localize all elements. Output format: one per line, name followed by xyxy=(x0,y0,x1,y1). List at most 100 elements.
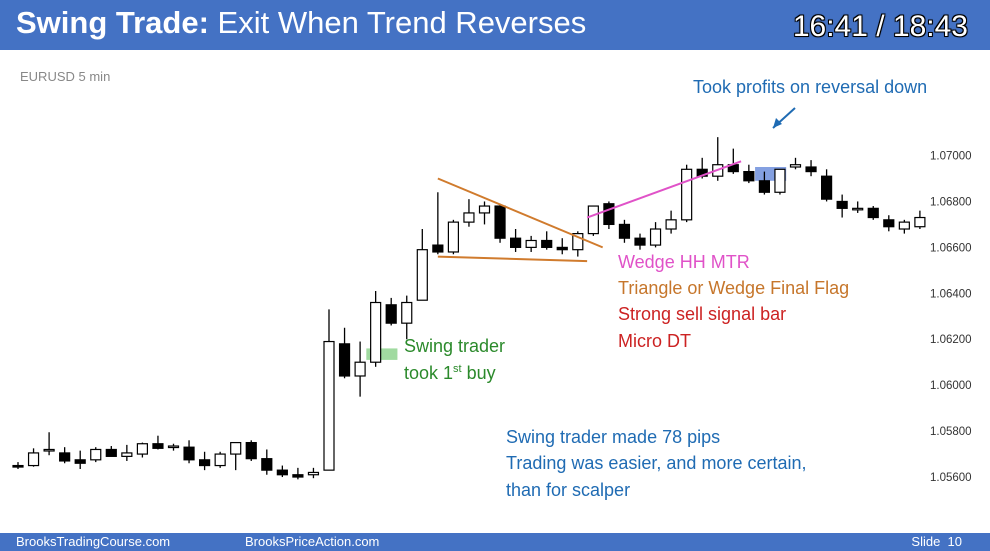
candle-body-bear xyxy=(276,469,288,476)
candle-body-bull xyxy=(90,448,102,461)
candle-body-bull xyxy=(370,301,382,363)
candle xyxy=(385,297,397,326)
candle-body-bull xyxy=(914,216,926,228)
candle-body-bear xyxy=(183,446,195,461)
candle-body-bear xyxy=(338,343,351,377)
candle-body-bull xyxy=(525,239,537,248)
candle-body-bull xyxy=(463,212,475,223)
candle-body-bull xyxy=(649,228,662,246)
candle-body-bear xyxy=(261,458,273,471)
candle xyxy=(649,222,662,248)
candle-body-bull xyxy=(136,443,148,455)
candle-body-bull xyxy=(354,361,366,377)
candle-body-bull xyxy=(774,168,786,193)
first-buy-box xyxy=(366,348,398,360)
candle xyxy=(898,219,910,234)
candle-body-bull xyxy=(681,168,693,221)
y-tick-label: 1.07000 xyxy=(930,151,972,163)
candle xyxy=(774,168,786,195)
candle xyxy=(230,441,242,471)
candle xyxy=(27,448,40,467)
candle xyxy=(276,465,288,478)
candle-body-bull xyxy=(43,448,55,452)
candle xyxy=(914,210,926,230)
y-tick-label: 1.05800 xyxy=(930,426,972,438)
candle xyxy=(136,442,148,458)
candle xyxy=(43,432,55,456)
slide-header: Swing Trade: Exit When Trend Reverses 16… xyxy=(0,0,990,50)
candle xyxy=(836,194,848,218)
annotation-made-78-pips: Swing trader made 78 pips xyxy=(506,427,720,447)
trendlines xyxy=(437,160,742,263)
candle-body-bull xyxy=(447,221,459,253)
candle-body-bear xyxy=(245,441,257,460)
candle xyxy=(712,137,724,181)
candle xyxy=(152,435,164,450)
y-axis: 1.07000 1.06800 1.06600 1.06400 1.06200 1.060… xyxy=(930,151,972,485)
candle xyxy=(12,462,24,469)
candle-body-bear xyxy=(867,207,879,219)
annotation-took-first-buy: took 1st buy xyxy=(404,363,496,383)
candle xyxy=(432,192,444,255)
candle-body-bull xyxy=(416,249,428,301)
candle-body-bear xyxy=(494,205,506,239)
annotation-took-profits: Took profits on reversal down xyxy=(693,77,927,97)
candle-body-bull xyxy=(852,207,864,211)
annotation-than-scalper: than for scalper xyxy=(506,480,630,500)
candle-body-bear xyxy=(805,166,817,173)
candle xyxy=(354,341,366,397)
candle xyxy=(681,164,693,223)
candle-body-bear xyxy=(820,175,833,200)
candle xyxy=(587,205,599,236)
candle-body-bear xyxy=(152,443,164,449)
triangle-lower xyxy=(437,255,588,263)
annotation-wedge-hh: Wedge HH MTR xyxy=(618,252,750,272)
candle-body-bull xyxy=(587,205,599,235)
candle xyxy=(525,235,537,252)
candle xyxy=(167,443,180,451)
candle xyxy=(74,450,86,469)
candle-body-bull xyxy=(789,164,802,168)
candle xyxy=(401,295,413,340)
triangle-upper xyxy=(437,177,604,249)
candle xyxy=(789,157,802,170)
candle xyxy=(743,164,755,184)
candle xyxy=(447,219,459,255)
candle-body-bull xyxy=(307,471,320,476)
candle xyxy=(323,309,335,471)
candle xyxy=(245,440,257,461)
candle-body-bull xyxy=(665,219,677,230)
candle-body-bear xyxy=(556,246,568,251)
candle xyxy=(494,203,506,243)
footer-link-brookstradingcourse[interactable]: BrooksTradingCourse.com xyxy=(16,534,171,549)
candle-body-bull xyxy=(478,205,491,214)
footer-link-brookspriceaction[interactable]: BrooksPriceAction.com xyxy=(245,534,380,549)
candle-body-bear xyxy=(758,180,771,193)
candle xyxy=(634,233,646,250)
candle-body-bull xyxy=(214,453,226,467)
slide-number: Slide 10 xyxy=(911,534,962,549)
candle xyxy=(261,449,273,475)
candles xyxy=(12,137,926,480)
reversal-arrow-head xyxy=(773,118,782,128)
candle xyxy=(852,201,864,213)
video-timer: 16:41 / 18:43 xyxy=(792,10,968,43)
candle xyxy=(292,467,304,480)
annotations: Took profits on reversal down Swing trade… xyxy=(404,77,927,500)
reversal-arrow-group xyxy=(772,107,796,129)
candle-body-bull xyxy=(898,221,910,230)
annotation-easier: Trading was easier, and more certain, xyxy=(506,453,806,473)
candle xyxy=(463,199,475,227)
candle-body-bear xyxy=(292,474,304,478)
candle-body-bull xyxy=(167,445,180,449)
candle xyxy=(105,446,117,457)
candle xyxy=(183,440,195,464)
candle xyxy=(867,206,879,220)
candle xyxy=(820,169,833,202)
candle xyxy=(307,467,320,479)
candle xyxy=(665,210,677,234)
slide-footer: BrooksTradingCourse.com BrooksPriceActio… xyxy=(0,533,990,551)
candle-body-bull xyxy=(572,233,584,251)
candle xyxy=(758,171,771,195)
wedge-line xyxy=(586,160,742,219)
